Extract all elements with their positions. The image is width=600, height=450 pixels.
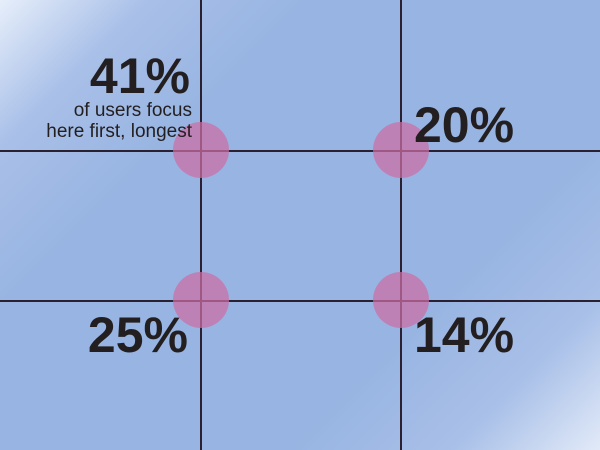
focus-point-top-left [173,122,229,178]
focus-point-bottom-left [173,272,229,328]
grid-line-vertical-2 [400,0,402,450]
focus-point-bottom-right [373,272,429,328]
grid-line-horizontal-2 [0,300,600,302]
grid-line-horizontal-1 [0,150,600,152]
percent-top-left: 41% [89,48,190,104]
grid-line-vertical-1 [200,0,202,450]
percent-bottom-left: 25% [87,307,188,363]
percent-bottom-right: 14% [414,307,515,363]
percent-top-right: 20% [414,97,515,153]
focus-point-top-right [373,122,429,178]
caption-line-2: here first, longest [46,121,192,142]
caption-top-left: of users focus here first, longest [46,100,192,142]
caption-line-1: of users focus [73,100,192,121]
